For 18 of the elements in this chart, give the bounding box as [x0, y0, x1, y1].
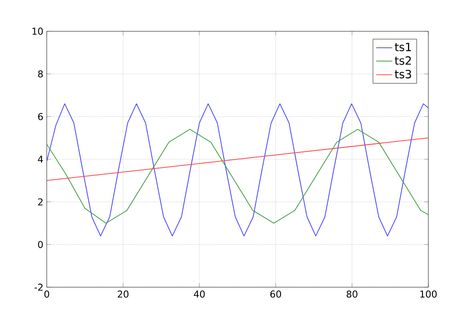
y-tick-label: 8: [38, 70, 43, 78]
line-series: [46, 128, 428, 224]
legend-label: ts2: [394, 56, 411, 65]
x-tick-label: 0: [44, 290, 50, 298]
y-tick-label: 2: [38, 198, 43, 206]
y-tick-label: 10: [32, 28, 43, 35]
x-tick-label: 20: [118, 290, 128, 298]
legend-label: ts3: [394, 70, 412, 78]
y-tick-label: 4: [38, 156, 43, 162]
x-tick-label: 60: [270, 290, 282, 298]
line-series: [46, 103, 428, 236]
y-tick-label: 6: [38, 112, 43, 120]
x-tick-label: 40: [194, 290, 205, 298]
x-tick-label: 100: [420, 290, 437, 298]
y-tick-label: -2: [34, 284, 43, 291]
legend-label: ts1: [394, 42, 411, 52]
x-tick-label: 80: [346, 290, 358, 298]
y-tick-label: 0: [38, 240, 43, 248]
